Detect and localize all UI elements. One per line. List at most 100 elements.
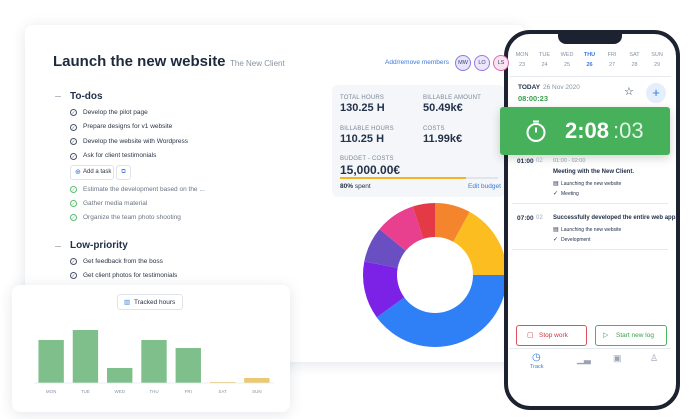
todo-item: Ask for client testimonials <box>83 152 157 159</box>
check-icon-done: ✓ <box>70 214 77 221</box>
add-members-link[interactable]: Add/remove members <box>385 59 449 66</box>
member-avatar[interactable]: LS <box>493 55 509 71</box>
spent-percent: 80% <box>340 183 354 190</box>
stopwatch-icon <box>526 120 546 142</box>
calendar-day[interactable]: SAT <box>629 52 640 58</box>
entry-tag: Development <box>561 237 591 243</box>
stat-value: 15,000.00€ <box>340 163 401 177</box>
tracked-hours-button[interactable]: ▥ Tracked hours <box>117 294 183 310</box>
donut-segment <box>364 229 406 268</box>
today-label: TODAY <box>518 84 541 91</box>
add-task-button[interactable]: ⊕ Add a task <box>70 165 114 180</box>
divider <box>512 203 668 204</box>
stat-value: 11.99k€ <box>423 133 463 145</box>
todo-item: Develop the website with Wordpress <box>83 137 189 145</box>
calendar-day[interactable]: THU <box>583 52 596 58</box>
nav-projects-icon[interactable]: ▣ <box>613 353 622 363</box>
calendar-day[interactable]: WED <box>560 52 574 58</box>
calendar-date[interactable]: 28 <box>631 62 638 68</box>
project-title: Launch the new website <box>53 53 226 70</box>
favorite-icon[interactable]: ☆ <box>624 86 634 98</box>
donut-segment <box>376 275 507 347</box>
calendar-date[interactable]: 24 <box>541 62 548 68</box>
calendar-day[interactable]: FRI <box>607 52 617 58</box>
bar <box>244 378 270 383</box>
nav-profile-icon[interactable]: ♙ <box>650 353 659 363</box>
stat-value: 130.25 H <box>340 102 385 114</box>
entry-title: Meeting with the New Client. <box>553 169 635 175</box>
donut-segment <box>435 203 470 242</box>
calendar-date[interactable]: 27 <box>608 62 616 68</box>
spent-text: spent <box>354 183 371 190</box>
stat-label: BILLABLE AMOUNT <box>423 95 482 101</box>
divider <box>509 348 671 349</box>
nav-track-icon[interactable]: ◷ <box>532 352 541 363</box>
todo-done-item: Estimate the development based on the ..… <box>83 185 205 193</box>
todo-item: Get client photos for testimonials <box>83 271 178 279</box>
calendar-day[interactable]: TUE <box>539 52 550 58</box>
project-icon: ▤ <box>553 181 559 187</box>
x-tick-label: WED <box>114 389 125 394</box>
donut-segment <box>379 206 424 251</box>
nav-track-label[interactable]: Track <box>530 364 544 370</box>
entry-tag: Meeting <box>561 191 579 197</box>
dash <box>55 96 61 97</box>
check-icon: ✓ <box>70 272 77 279</box>
timer-main: 2:08 <box>565 118 610 143</box>
nav-reports-icon[interactable]: ▁▃ <box>577 354 591 364</box>
todo-item: Develop the pilot page <box>83 108 148 116</box>
check-icon: ✓ <box>70 138 77 145</box>
entry-count: 02 <box>536 215 543 221</box>
todo-done-item: Gather media material <box>83 199 148 207</box>
x-tick-label: TUE <box>81 389 90 394</box>
copy-button[interactable]: ⧉ <box>116 165 131 180</box>
project-icon: ▤ <box>553 227 559 233</box>
donut-segment <box>453 211 507 275</box>
client-name: The New Client <box>230 59 285 68</box>
todo-done-item: Organize the team photo shooting <box>83 213 181 221</box>
stat-label: COSTS <box>423 126 445 132</box>
entry-title: Successfully developed the entire web ap… <box>553 215 678 221</box>
edit-budget-link[interactable]: Edit budget <box>468 183 501 190</box>
x-tick-label: SUN <box>252 389 262 394</box>
x-tick-label: MON <box>46 389 57 394</box>
entry-range: 01:00 - 02:00 <box>553 158 586 164</box>
check-icon: ✓ <box>70 123 77 131</box>
bar <box>175 348 201 383</box>
tag-icon: ✓ <box>553 237 559 243</box>
entry-time: 07:00 <box>517 215 534 222</box>
stop-work-button[interactable]: ▢ Stop work <box>516 325 587 346</box>
divider <box>512 249 668 250</box>
calendar-date[interactable]: 25 <box>563 62 571 68</box>
stat-value: 110.25 H <box>340 133 385 145</box>
add-button[interactable]: + <box>646 83 666 103</box>
member-avatar[interactable]: MW <box>455 55 471 71</box>
bar <box>107 368 133 383</box>
timer-banner: 2:08 :03 <box>500 107 670 155</box>
section-heading: To-dos <box>70 91 103 102</box>
calendar-day[interactable]: MON <box>515 52 529 58</box>
x-tick-label: SAT <box>218 389 227 394</box>
bar <box>141 340 167 383</box>
calendar-date[interactable]: 26 <box>586 62 593 68</box>
chart-title: Tracked hours <box>134 298 176 306</box>
phone-notch <box>558 33 622 44</box>
check-icon: ✓ <box>70 109 77 116</box>
calendar-date[interactable]: 23 <box>518 62 526 68</box>
member-avatar[interactable]: LO <box>474 55 490 71</box>
dash <box>55 246 61 247</box>
chart-icon: ▥ <box>124 299 131 306</box>
divider <box>509 76 671 77</box>
add-task-label: Add a task <box>83 169 112 175</box>
check-icon: ✓ <box>70 152 77 160</box>
stat-label: BUDGET - COSTS <box>340 156 394 162</box>
todo-item: Prepare designs for v1 website <box>83 123 173 130</box>
today-date: 26 Nov 2020 <box>543 84 580 91</box>
calendar-date[interactable]: 29 <box>653 62 661 68</box>
donut-segment <box>363 261 405 318</box>
stop-label: Stop work <box>539 331 568 339</box>
calendar-day[interactable]: SUN <box>651 52 663 58</box>
check-icon: ✓ <box>70 258 77 265</box>
start-log-button[interactable]: ▷ Start new log <box>595 325 667 346</box>
